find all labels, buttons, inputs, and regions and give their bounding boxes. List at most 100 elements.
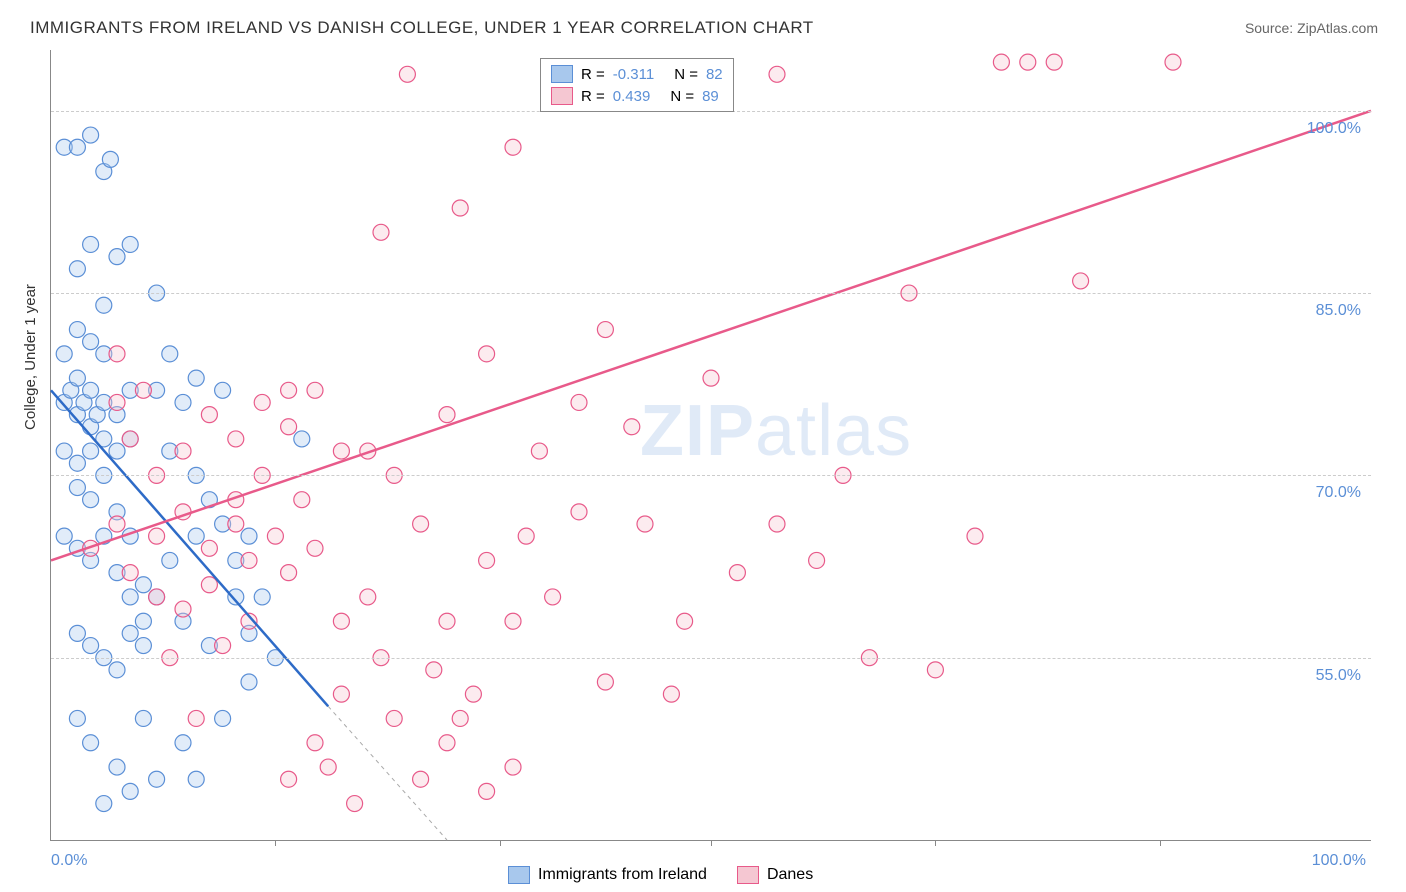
- data-point: [83, 735, 99, 751]
- chart-title: IMMIGRANTS FROM IRELAND VS DANISH COLLEG…: [30, 18, 814, 38]
- data-point: [135, 710, 151, 726]
- data-point: [624, 419, 640, 435]
- data-point: [347, 796, 363, 812]
- data-point: [201, 407, 217, 423]
- legend-label: Immigrants from Ireland: [538, 866, 707, 884]
- data-point: [373, 224, 389, 240]
- data-point: [228, 516, 244, 532]
- data-point: [439, 613, 455, 629]
- data-point: [241, 552, 257, 568]
- data-point: [769, 66, 785, 82]
- x-tick: [1160, 840, 1161, 846]
- data-point: [241, 674, 257, 690]
- data-point: [162, 346, 178, 362]
- data-point: [175, 443, 191, 459]
- data-point: [1165, 54, 1181, 70]
- data-point: [597, 674, 613, 690]
- y-tick-label: 100.0%: [1307, 120, 1361, 138]
- data-point: [333, 443, 349, 459]
- data-point: [360, 589, 376, 605]
- data-point: [69, 710, 85, 726]
- data-point: [56, 346, 72, 362]
- gridline: [51, 293, 1371, 294]
- data-point: [452, 200, 468, 216]
- data-point: [809, 552, 825, 568]
- data-point: [386, 710, 402, 726]
- data-point: [69, 480, 85, 496]
- data-point: [307, 540, 323, 556]
- data-point: [83, 334, 99, 350]
- data-point: [135, 382, 151, 398]
- data-point: [69, 455, 85, 471]
- data-point: [505, 613, 521, 629]
- data-point: [96, 796, 112, 812]
- data-point: [1073, 273, 1089, 289]
- legend-swatch: [737, 866, 759, 884]
- source-prefix: Source:: [1245, 20, 1297, 36]
- data-point: [545, 589, 561, 605]
- data-point: [281, 419, 297, 435]
- r-value: -0.311: [613, 66, 654, 83]
- data-point: [294, 492, 310, 508]
- legend-swatch: [508, 866, 530, 884]
- data-point: [703, 370, 719, 386]
- data-point: [149, 589, 165, 605]
- data-point: [122, 431, 138, 447]
- x-tick: [500, 840, 501, 846]
- data-point: [413, 516, 429, 532]
- data-point: [307, 382, 323, 398]
- scatter-svg: [51, 50, 1371, 840]
- data-point: [333, 686, 349, 702]
- n-label: N =: [674, 66, 698, 83]
- data-point: [122, 565, 138, 581]
- data-point: [663, 686, 679, 702]
- legend-item: Immigrants from Ireland: [508, 866, 707, 884]
- data-point: [56, 443, 72, 459]
- legend-stat-row: R =0.439N =89: [551, 85, 723, 107]
- data-point: [281, 382, 297, 398]
- data-point: [267, 528, 283, 544]
- legend-series: Immigrants from IrelandDanes: [508, 866, 813, 884]
- data-point: [188, 528, 204, 544]
- y-tick-label: 70.0%: [1316, 484, 1361, 502]
- data-point: [149, 528, 165, 544]
- data-point: [215, 382, 231, 398]
- data-point: [69, 625, 85, 641]
- data-point: [175, 601, 191, 617]
- r-value: 0.439: [613, 88, 651, 105]
- data-point: [102, 151, 118, 167]
- data-point: [479, 783, 495, 799]
- data-point: [69, 370, 85, 386]
- data-point: [769, 516, 785, 532]
- data-point: [254, 394, 270, 410]
- data-point: [479, 552, 495, 568]
- data-point: [320, 759, 336, 775]
- data-point: [162, 552, 178, 568]
- n-label: N =: [670, 88, 694, 105]
- data-point: [96, 297, 112, 313]
- data-point: [307, 735, 323, 751]
- data-point: [452, 710, 468, 726]
- data-point: [399, 66, 415, 82]
- data-point: [241, 528, 257, 544]
- data-point: [1046, 54, 1062, 70]
- data-point: [109, 394, 125, 410]
- data-point: [413, 771, 429, 787]
- data-point: [597, 322, 613, 338]
- data-point: [83, 127, 99, 143]
- data-point: [465, 686, 481, 702]
- data-point: [426, 662, 442, 678]
- data-point: [83, 382, 99, 398]
- data-point: [215, 710, 231, 726]
- data-point: [518, 528, 534, 544]
- data-point: [228, 431, 244, 447]
- data-point: [505, 759, 521, 775]
- data-point: [175, 735, 191, 751]
- legend-stat-row: R =-0.311N =82: [551, 63, 723, 85]
- y-tick-label: 55.0%: [1316, 667, 1361, 685]
- data-point: [83, 492, 99, 508]
- data-point: [69, 139, 85, 155]
- data-point: [122, 589, 138, 605]
- data-point: [927, 662, 943, 678]
- data-point: [1020, 54, 1036, 70]
